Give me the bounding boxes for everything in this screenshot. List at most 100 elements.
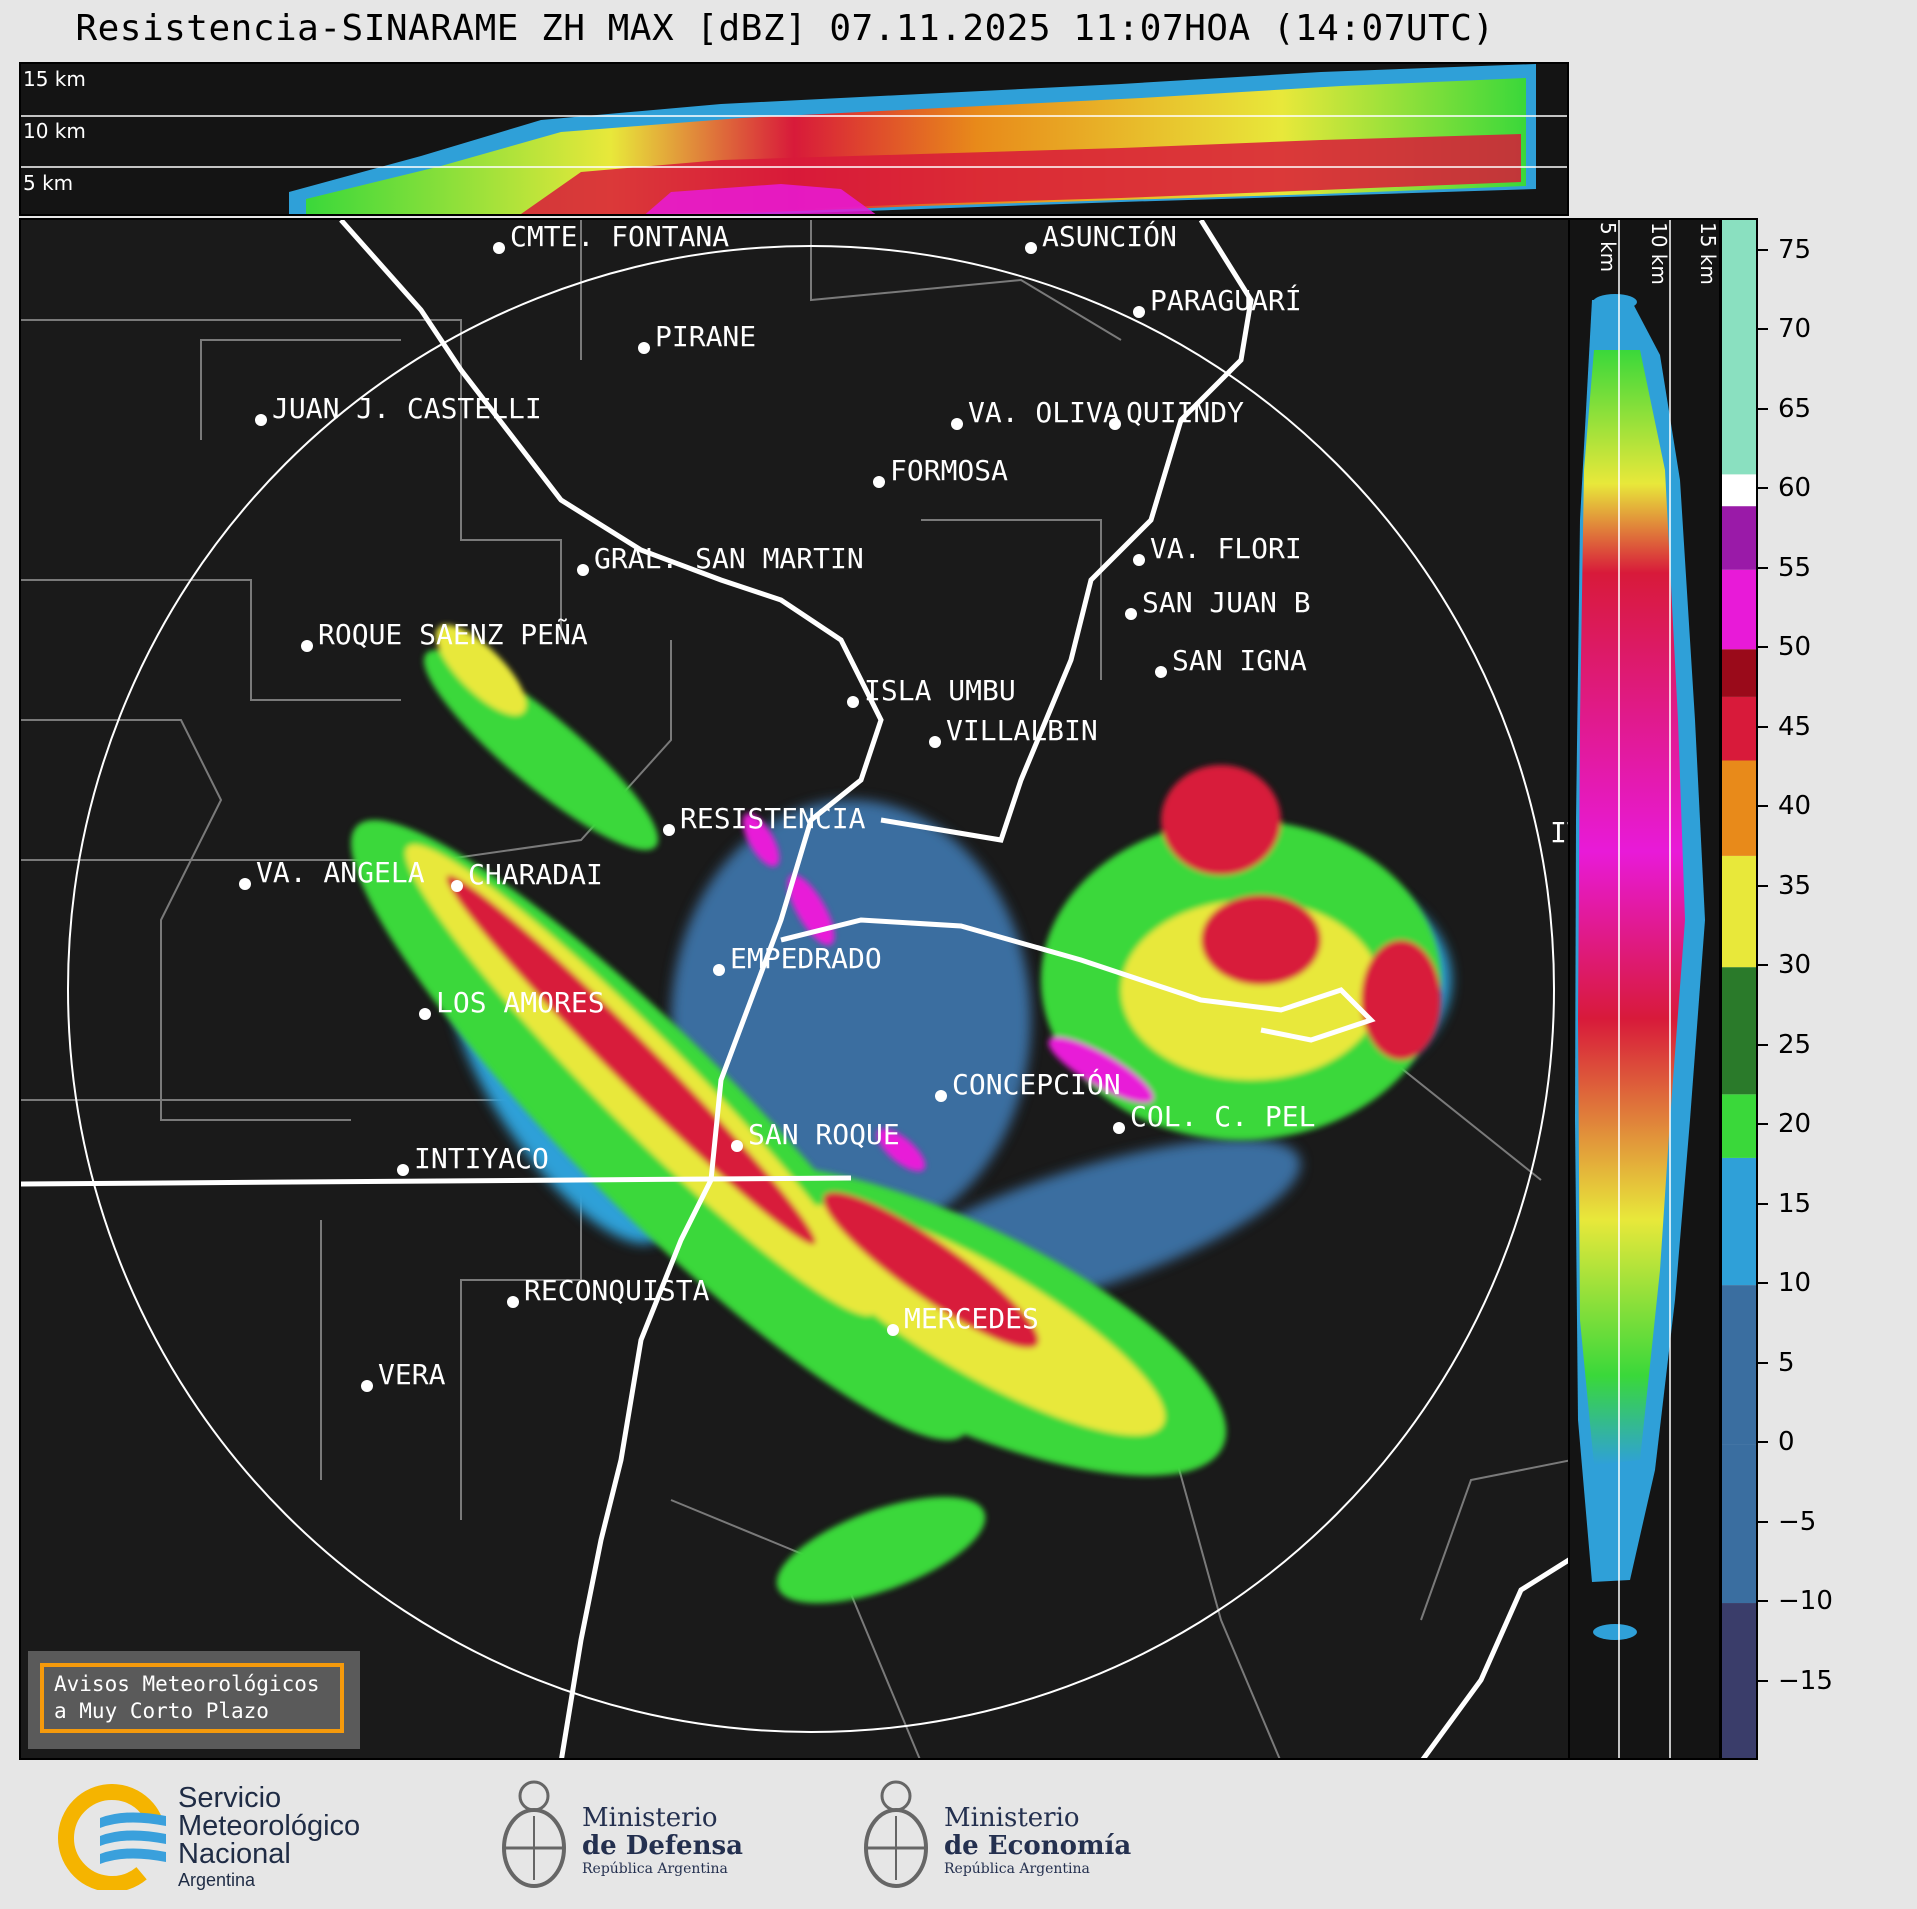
city-label: EMPEDRADO [730, 942, 882, 975]
city-marker: MERCEDES [887, 1302, 1039, 1336]
city-dot-icon [663, 824, 675, 836]
colorbar-tick-label: 5 [1778, 1347, 1795, 1378]
city-dot-icon [451, 880, 463, 892]
radar-map-panel[interactable]: CMTE. FONTANA ASUNCIÓN PARAGUARÍ PIRANE JUAN… [19, 218, 1570, 1760]
smn-line4: Argentina [178, 1870, 256, 1890]
economia-line3: República Argentina [944, 1861, 1090, 1877]
colorbar-tick-label: 55 [1778, 552, 1812, 583]
city-dot-icon [951, 418, 963, 430]
smn-line2: Meteorológico [178, 1810, 361, 1842]
smn-logo [58, 1784, 166, 1890]
colorbar-tick [1758, 884, 1768, 887]
colorbar-tick-label: −15 [1778, 1665, 1833, 1696]
institution-logos: Servicio Meteorológico Nacional Argentin… [0, 1760, 1917, 1909]
city-dot-icon [397, 1164, 409, 1176]
top-height-label-10km: 10 km [23, 119, 86, 143]
city-label: PARAGUARÍ [1150, 284, 1302, 317]
warning-notice-line2: a Muy Corto Plazo [54, 1699, 269, 1723]
colorbar-tick [1758, 1282, 1768, 1285]
defensa-line3: República Argentina [582, 1861, 728, 1877]
city-label: QUIINDY [1126, 396, 1245, 429]
city-label: ASUNCIÓN [1042, 220, 1177, 253]
colorbar-band [1722, 220, 1756, 475]
right-height-label-10km: 10 km [1647, 222, 1671, 285]
top-cross-section-panel: 15 km 10 km 5 km [19, 62, 1569, 216]
colorbar-band [1722, 760, 1756, 856]
city-label: VA. FLORI [1150, 532, 1302, 565]
colorbar-tick [1758, 1441, 1768, 1444]
colorbar-scale [1722, 220, 1756, 1758]
city-marker: IT [1550, 816, 1568, 849]
warning-notice-box[interactable]: Avisos Meteorológicos a Muy Corto Plazo [28, 1651, 360, 1749]
radar-echo-layer [21, 220, 1568, 1758]
city-label: SAN JUAN B [1142, 586, 1311, 619]
city-label: MERCEDES [904, 1302, 1039, 1335]
colorbar-tick-label: 70 [1778, 314, 1812, 345]
city-dot-icon [935, 1090, 947, 1102]
colorbar-tick [1758, 725, 1768, 728]
city-marker: GRAL. SAN MARTIN [577, 542, 864, 576]
city-marker: COL. C. PEL [1113, 1100, 1315, 1134]
city-marker: EMPEDRADO [713, 942, 882, 976]
colorbar-band [1722, 1444, 1756, 1604]
colorbar-tick-label: −5 [1778, 1506, 1817, 1537]
colorbar-band [1722, 696, 1756, 761]
city-dot-icon [1025, 242, 1037, 254]
city-dot-icon [493, 242, 505, 254]
city-marker: QUIINDY [1109, 396, 1244, 430]
colorbar-tick [1758, 1202, 1768, 1205]
city-dot-icon [1133, 306, 1145, 318]
colorbar-tick [1758, 1361, 1768, 1364]
city-dot-icon [255, 414, 267, 426]
city-dot-icon [929, 736, 941, 748]
city-marker: VA. FLORI [1133, 532, 1302, 566]
economia-line1: Ministerio [944, 1803, 1080, 1833]
city-marker: CONCEPCIÓN [935, 1068, 1121, 1102]
colorbar-tick-label: 50 [1778, 632, 1812, 663]
colorbar-tick [1758, 805, 1768, 808]
colorbar-band [1722, 1285, 1756, 1445]
city-label: GRAL. SAN MARTIN [594, 542, 864, 575]
city-label: VA. OLIVA [968, 396, 1120, 429]
city-dot-icon [1155, 666, 1167, 678]
city-dot-icon [638, 342, 650, 354]
colorbar-tick-label: 15 [1778, 1188, 1812, 1219]
city-marker: ASUNCIÓN [1025, 220, 1177, 254]
colorbar-tick [1758, 566, 1768, 569]
city-dot-icon [847, 696, 859, 708]
colorbar-band [1722, 506, 1756, 570]
colorbar-tick [1758, 1123, 1768, 1126]
city-label: VERA [378, 1358, 446, 1391]
colorbar-tick-label: 40 [1778, 791, 1812, 822]
city-dot-icon [507, 1296, 519, 1308]
city-dot-icon [873, 476, 885, 488]
city-marker: RESISTENCIA [663, 802, 865, 836]
right-cross-section-panel: 5 km 10 km 15 km [1568, 218, 1721, 1760]
rivers [21, 220, 1568, 1758]
colorbar-tick-label: 30 [1778, 950, 1812, 981]
city-label: CMTE. FONTANA [510, 220, 730, 253]
city-dot-icon [239, 878, 251, 890]
city-marker: PIRANE [638, 320, 756, 354]
city-label: FORMOSA [890, 454, 1009, 487]
right-height-label-15km: 15 km [1696, 222, 1720, 285]
city-dot-icon [1113, 1122, 1125, 1134]
smn-line3: Nacional [178, 1838, 291, 1870]
colorbar-tick-label: 10 [1778, 1268, 1812, 1299]
city-marker: ROQUE SAENZ PEÑA [301, 618, 588, 652]
colorbar-tick-label: 75 [1778, 234, 1812, 265]
colorbar-tick-label: 20 [1778, 1109, 1812, 1140]
colorbar-tick [1758, 328, 1768, 331]
city-marker: ISLA UMBU [847, 674, 1016, 708]
colorbar-band [1722, 1157, 1756, 1286]
city-dot-icon [301, 640, 313, 652]
city-marker: VILLALBIN [929, 714, 1098, 748]
city-marker: JUAN J. CASTELLI [255, 392, 542, 426]
colorbar-tick-label: 35 [1778, 870, 1812, 901]
city-marker: VA. OLIVA [951, 396, 1120, 430]
colorbar-tick [1758, 407, 1768, 410]
city-dot-icon [577, 564, 589, 576]
colorbar-band [1722, 855, 1756, 968]
city-dot-icon [1125, 608, 1137, 620]
city-marker: VERA [361, 1358, 445, 1392]
